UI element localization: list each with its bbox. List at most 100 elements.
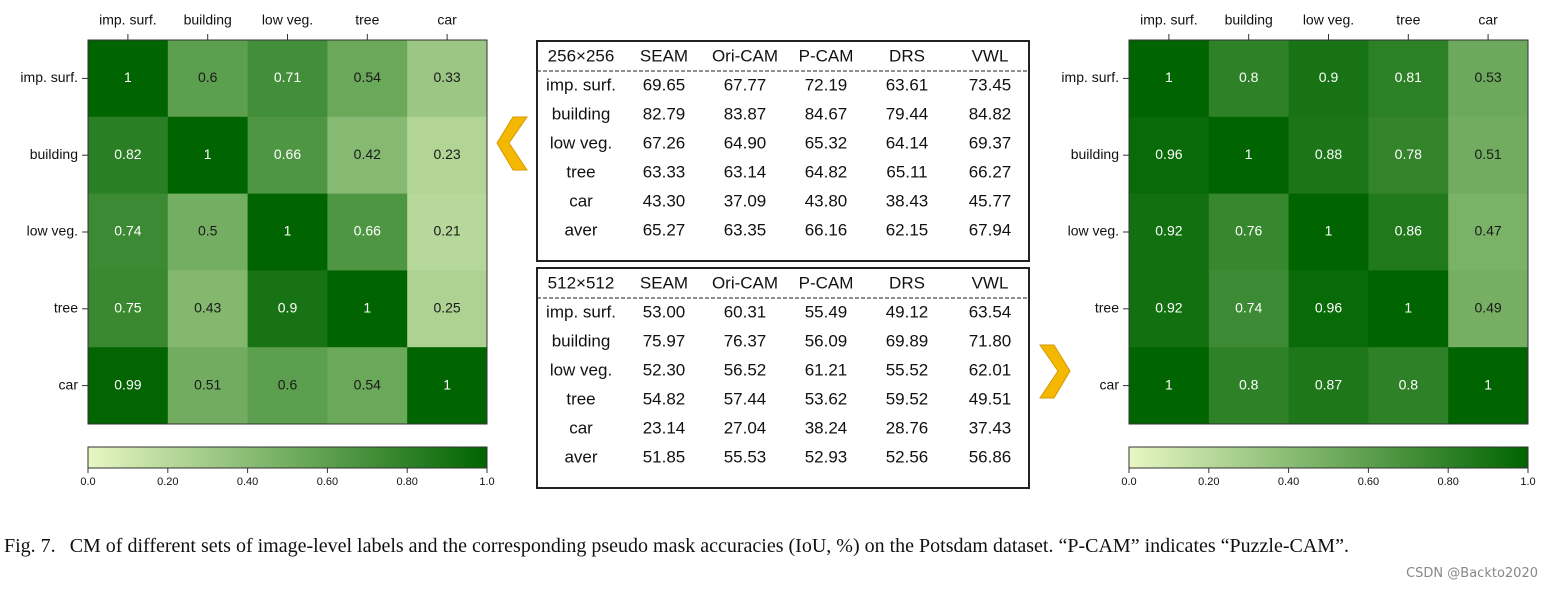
table-cell: 38.43 [886,191,929,210]
cell-label: 0.71 [274,69,301,85]
cell-label: 1 [1325,223,1333,239]
table-cell: 27.04 [724,418,767,437]
table-cell: 38.24 [805,418,848,437]
watermark: CSDN @Backto2020 [1406,566,1538,581]
left-chevron [496,116,528,171]
heatmap-cell [327,347,408,425]
heatmap-cell [1448,270,1529,348]
y-tick-label: car [1100,376,1120,392]
x-tick-label: tree [355,12,379,28]
heatmap-cell [1288,270,1369,348]
table-cell: 43.80 [805,191,848,210]
colorbar-tick-label: 0.80 [1437,476,1458,488]
table-cell: 63.33 [643,162,686,181]
table-cell: 73.45 [969,75,1012,94]
table-cell: 23.14 [643,418,686,437]
table-header: Ori-CAM [712,46,778,65]
cell-label: 0.47 [1474,223,1501,239]
table-cell: 52.93 [805,447,848,466]
heatmap-cell [407,270,488,348]
caption-label: Fig. 7. [4,535,56,557]
cell-label: 1 [1245,146,1253,162]
table-cell: 57.44 [724,389,767,408]
cell-label: 0.74 [1235,300,1262,316]
cell-label: 0.6 [198,69,218,85]
cell-label: 1 [1484,376,1492,392]
cell-label: 1 [284,223,292,239]
cell-label: 0.87 [1315,376,1342,392]
table-cell: imp. surf. [546,75,616,94]
table-cell: 37.43 [969,418,1012,437]
table-cell: 28.76 [886,418,929,437]
table-cell: 55.53 [724,447,767,466]
table-cell: building [552,104,611,123]
table-cell: 49.12 [886,302,929,321]
cell-label: 0.82 [114,146,141,162]
figure: imp. surf. building low veg. tree car imp. su… [20,12,1536,489]
cell-label: 0.76 [1235,223,1262,239]
heatmap-cell [1448,193,1529,271]
table-header: DRS [889,273,925,292]
heatmap-cell [1208,40,1290,118]
table-frame [536,267,1030,489]
heatmap-cell [88,347,169,425]
cell-label: 1 [1165,376,1173,392]
table-cell: 62.15 [886,220,929,239]
table-cell: 59.52 [886,389,929,408]
table-header: Ori-CAM [712,273,778,292]
heatmap-frame [87,39,488,425]
cell-label: 0.51 [194,376,221,392]
heatmap-cell [1288,347,1369,425]
heatmap-cell [1129,347,1210,425]
heatmap-cell [1448,40,1529,118]
cell-label: 0.96 [1155,146,1182,162]
heatmap-cell [327,193,408,271]
table-cell: 67.77 [724,75,767,94]
table-cell: 45.77 [969,191,1012,210]
cell-label: 0.21 [433,223,460,239]
table-cell: 53.00 [643,302,686,321]
table-cell: 64.90 [724,133,767,152]
cell-label: 0.51 [1474,146,1501,162]
heatmap-cell [1208,193,1290,271]
cell-label: 0.42 [354,146,381,162]
heatmap-cell [1129,40,1210,118]
table-cell: imp. surf. [546,302,616,321]
table-cell: 69.65 [643,75,686,94]
table-cell: 60.31 [724,302,767,321]
table-cell: low veg. [550,360,612,379]
heatmap-cell [407,193,488,271]
colorbar [1128,446,1529,469]
x-tick-label: low veg. [1303,12,1354,28]
colorbar-tick-label: 0.0 [80,476,95,488]
y-tick-label: low veg. [27,223,78,239]
x-tick-label: building [1225,12,1273,28]
cell-label: 1 [443,376,451,392]
colorbar [87,446,488,469]
cell-label: 0.92 [1155,223,1182,239]
table-cell: 56.86 [969,447,1012,466]
y-tick-label: tree [1095,300,1119,316]
cell-label: 0.74 [114,223,141,239]
table-cell: tree [566,162,595,181]
cell-label: 0.92 [1155,300,1182,316]
table-header: P-CAM [799,46,854,65]
table-cell: 52.56 [886,447,929,466]
table-cell: 66.27 [969,162,1012,181]
table-cell: 65.11 [886,162,927,181]
colorbar-tick-label: 0.0 [1121,476,1136,488]
table-cell: car [569,191,593,210]
colorbar-tick-label: 0.40 [1278,476,1299,488]
heatmap-cell [407,116,488,195]
y-tick-label: low veg. [1068,223,1119,239]
heatmap-cell [1368,116,1449,195]
heatmap-cell [247,116,328,195]
heatmap-cell [1288,40,1369,118]
heatmap-cell [167,347,249,425]
colorbar-tick-label: 1.0 [479,476,494,488]
table-header: SEAM [640,46,688,65]
table-cell: building [552,331,611,350]
heatmap-cell [88,193,169,271]
heatmap-cell [1448,347,1529,425]
y-tick-label: imp. surf. [20,69,78,85]
